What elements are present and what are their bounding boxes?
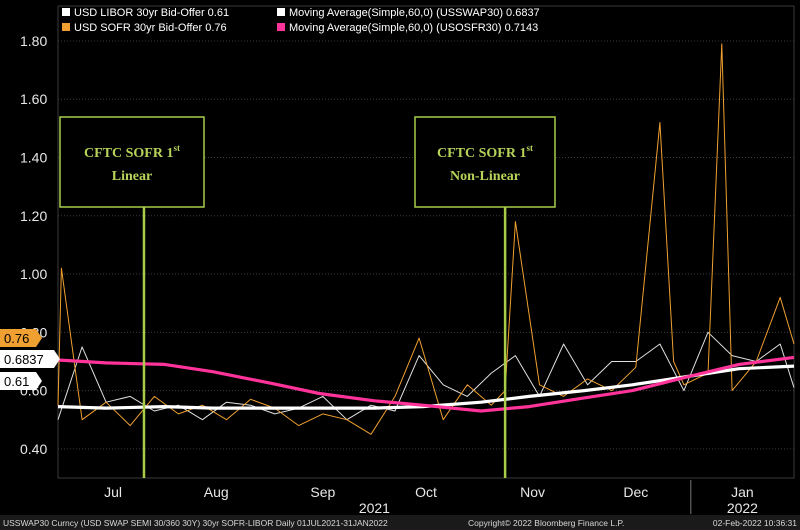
x-year-label: 2022 (727, 500, 758, 516)
value-badge (0, 372, 42, 390)
x-tick-label: Aug (204, 484, 229, 500)
legend: USD LIBOR 30yr Bid-Offer 0.61 USD SOFR 30… (62, 7, 540, 34)
legend-swatch (277, 8, 285, 16)
legend-entry: USD LIBOR 30yr Bid-Offer 0.61 (74, 7, 229, 19)
legend-entry: Moving Average(Simple,60,0) (USSWAP30) 0… (289, 7, 540, 19)
y-tick-label: 1.80 (20, 33, 47, 49)
y-tick-label: 1.60 (20, 91, 47, 107)
annotation-title: CFTC SOFR 1st (437, 143, 533, 161)
footer-bar (0, 515, 800, 530)
series-line-2 (57, 43, 795, 435)
x-tick-label: Oct (415, 484, 437, 500)
value-badges: 0.76 0.6837 0.61 (0, 329, 60, 390)
value-badge (0, 350, 60, 368)
value-badge (0, 329, 42, 347)
x-axis: Jul Aug Sep Oct Nov Dec Jan 2021 2022 (104, 480, 758, 516)
x-year-label: 2021 (359, 500, 390, 516)
plot-area (57, 5, 795, 479)
x-tick-label: Jan (731, 484, 754, 500)
x-tick-label: Nov (520, 484, 545, 500)
legend-swatch (62, 23, 70, 31)
legend-swatch (277, 23, 285, 31)
value-badge-label: 0.61 (4, 374, 29, 389)
annotation-box (59, 116, 205, 208)
footer-left: USSWAP30 Curncy (USD SWAP SEMI 30/360 30… (3, 518, 388, 528)
footer-right: 02-Feb-2022 10:36:31 (713, 518, 797, 528)
legend-entry: Moving Average(Simple,60,0) (USOSFR30) 0… (289, 22, 538, 34)
value-badge-label: 0.76 (4, 331, 29, 346)
legend-swatch (62, 8, 70, 16)
series-line-4 (57, 355, 795, 413)
annotation-box (414, 116, 556, 208)
y-tick-label: 1.00 (20, 266, 47, 282)
y-tick-label: 1.20 (20, 208, 47, 224)
x-tick-label: Sep (310, 484, 335, 500)
annotation-subtitle: Linear (112, 169, 152, 184)
y-tick-label: 1.40 (20, 150, 47, 166)
x-tick-label: Dec (623, 484, 648, 500)
y-tick-labels: 0.400.600.801.001.201.401.601.80 (20, 33, 47, 457)
x-tick-label: Jul (104, 484, 122, 500)
legend-entry: USD SOFR 30yr Bid-Offer 0.76 (74, 22, 227, 34)
annotation-title: CFTC SOFR 1st (84, 143, 180, 161)
annotations: CFTC SOFR 1st Linear CFTC SOFR 1st Non-Line… (59, 116, 556, 478)
y-tick-label: 0.40 (20, 441, 47, 457)
footer-center: Copyright© 2022 Bloomberg Finance L.P. (468, 518, 624, 528)
annotation-subtitle: Non-Linear (450, 169, 520, 184)
value-badge-label: 0.6837 (4, 352, 44, 367)
series-lines (57, 43, 795, 435)
